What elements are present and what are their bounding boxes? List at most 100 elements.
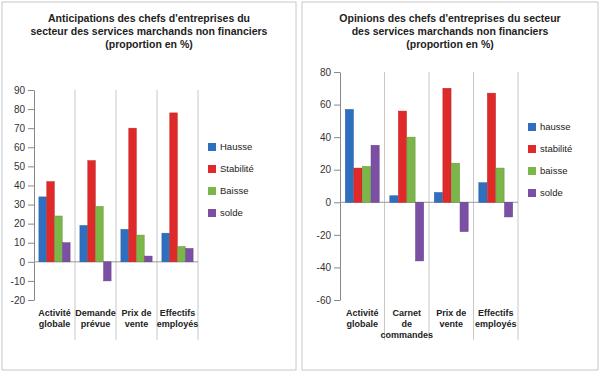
bar xyxy=(354,168,362,202)
y-tick-label: -20 xyxy=(11,295,26,306)
category-separator xyxy=(116,90,117,340)
bar xyxy=(371,145,379,202)
bar xyxy=(170,113,178,262)
y-tick-label: 0 xyxy=(325,197,331,208)
bars xyxy=(345,88,512,261)
y-tick-mark xyxy=(28,205,34,206)
y-tick-mark xyxy=(334,170,340,171)
legend-swatch xyxy=(208,187,216,195)
y-tick-label: 20 xyxy=(320,164,332,175)
legend: haussestabilitébaissesolde xyxy=(528,121,572,198)
legend-label: Baisse xyxy=(220,185,249,196)
legend-swatch xyxy=(208,143,216,151)
category-separator xyxy=(157,90,158,340)
bar xyxy=(39,197,47,262)
y-tick: 80 xyxy=(320,67,340,78)
y-tick-mark xyxy=(28,262,34,263)
bar xyxy=(186,248,194,261)
y-tick: 40 xyxy=(14,180,34,191)
subtitle: (proportion en %) xyxy=(105,38,193,50)
subtitle: (proportion en %) xyxy=(406,38,494,50)
bar xyxy=(451,163,459,202)
y-axis: -20 -10 0 10 20 30 40 50 60 70 80 90 xyxy=(11,85,35,306)
y-tick-label: 30 xyxy=(14,199,26,210)
y-tick: -20 xyxy=(11,295,34,306)
y-tick-label: 10 xyxy=(14,237,26,248)
y-tick-mark xyxy=(28,300,34,301)
category-label: Activitéglobale xyxy=(346,308,379,329)
y-tick-label: 50 xyxy=(14,161,26,172)
bar xyxy=(479,183,487,203)
bar xyxy=(63,243,71,262)
y-tick: 90 xyxy=(14,85,34,96)
y-tick-mark xyxy=(28,243,34,244)
bars xyxy=(39,113,193,281)
bar xyxy=(390,196,398,203)
category-separator xyxy=(75,90,76,340)
y-tick-label: -40 xyxy=(317,262,332,273)
legend: HausseStabilitéBaissesolde xyxy=(208,141,254,218)
bar xyxy=(460,202,468,231)
chart-panel: Opinions des chefs d'entreprises du sect… xyxy=(302,2,598,370)
bar xyxy=(137,235,145,262)
y-tick-mark xyxy=(334,137,340,138)
y-tick-mark xyxy=(28,147,34,148)
panel-frame xyxy=(302,2,598,370)
legend-swatch xyxy=(208,209,216,217)
category-separator xyxy=(429,72,430,340)
legend-swatch xyxy=(528,123,536,131)
y-tick: 30 xyxy=(14,199,34,210)
category-separator xyxy=(384,72,385,340)
chart-panel: Anticipations des chefs d'entreprises du… xyxy=(2,2,296,370)
y-tick: 60 xyxy=(14,142,34,153)
y-tick-mark xyxy=(334,105,340,106)
title: Opinions des chefs d'entreprises du sect… xyxy=(339,12,560,37)
y-tick: 0 xyxy=(19,257,34,268)
y-tick: 80 xyxy=(14,104,34,115)
y-tick-label: 60 xyxy=(14,142,26,153)
y-tick-label: 40 xyxy=(320,132,332,143)
y-axis: -60-40-20020406080 xyxy=(317,67,341,306)
y-tick: -10 xyxy=(11,276,34,287)
category-label: Effectifsemployés xyxy=(157,308,199,329)
y-tick-mark xyxy=(28,166,34,167)
y-tick-label: -20 xyxy=(317,230,332,241)
bar xyxy=(129,128,137,262)
legend-swatch xyxy=(528,145,536,153)
category-separator xyxy=(473,72,474,340)
category-label: Prix devente xyxy=(436,308,466,329)
y-tick: 70 xyxy=(14,123,34,134)
y-axis-line xyxy=(34,91,35,301)
bar xyxy=(88,161,96,262)
legend-swatch xyxy=(208,165,216,173)
category-separator xyxy=(198,90,199,340)
y-tick-mark xyxy=(28,128,34,129)
bar xyxy=(407,137,415,202)
category-label: Prix devente xyxy=(121,308,151,329)
bar xyxy=(345,109,353,202)
y-tick-label: -60 xyxy=(317,295,332,306)
legend-label: solde xyxy=(540,187,563,198)
panel-frame xyxy=(2,2,296,370)
bar xyxy=(178,247,186,262)
canvas: Anticipations des chefs d'entreprises du… xyxy=(0,0,600,372)
y-tick-mark xyxy=(334,235,340,236)
y-tick: 20 xyxy=(14,218,34,229)
legend-label: solde xyxy=(220,207,243,218)
bar xyxy=(496,168,504,202)
y-tick-label: 80 xyxy=(320,67,332,78)
y-tick: 10 xyxy=(14,237,34,248)
y-tick: 50 xyxy=(14,161,34,172)
y-tick: 40 xyxy=(320,132,340,143)
y-tick: -40 xyxy=(317,262,340,273)
bar xyxy=(121,229,129,261)
legend-label: hausse xyxy=(540,121,571,132)
y-tick-mark xyxy=(334,72,340,73)
y-tick-mark xyxy=(28,224,34,225)
bar xyxy=(55,216,63,262)
y-tick-label: 20 xyxy=(14,218,26,229)
y-tick-label: 40 xyxy=(14,180,26,191)
y-axis-line xyxy=(340,73,341,301)
bar xyxy=(505,202,513,217)
legend-swatch xyxy=(528,167,536,175)
